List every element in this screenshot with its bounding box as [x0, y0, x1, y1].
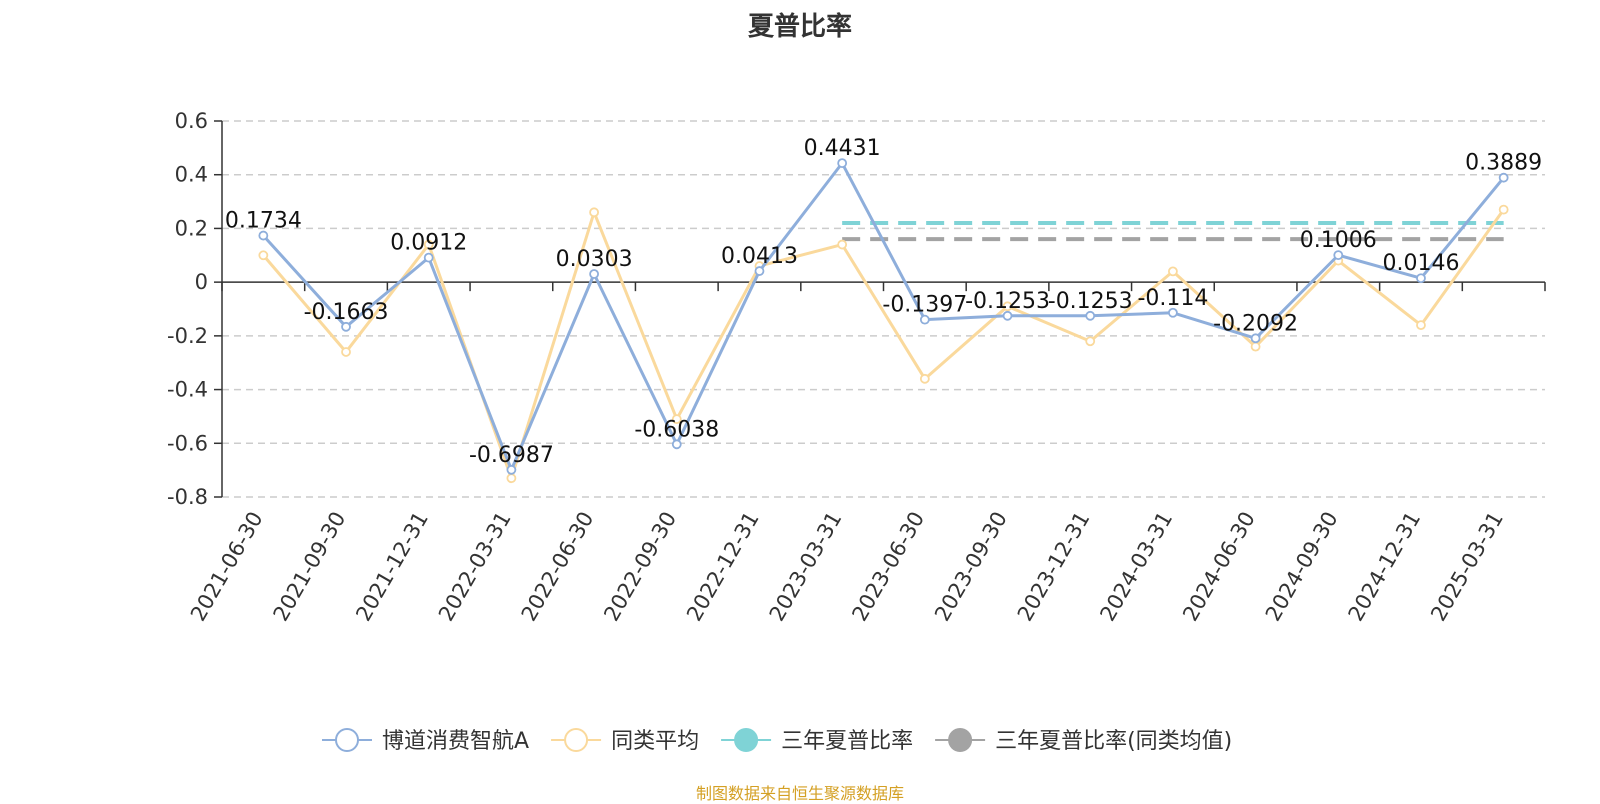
legend-marker-icon [734, 728, 759, 752]
data-label: -0.1397 [882, 293, 967, 318]
y-tick-label: -0.4 [167, 378, 208, 402]
data-point [1002, 301, 1013, 312]
data-label: -0.1253 [1048, 289, 1133, 314]
data-label: 0.1734 [225, 209, 302, 234]
data-point [837, 239, 848, 250]
data-label: 0.4431 [804, 136, 881, 161]
data-label: -0.6038 [634, 417, 719, 442]
x-tick-label: 2022-03-31 [434, 508, 516, 626]
y-tick-label: -0.2 [167, 324, 208, 348]
chart-title: 夏普比率 [747, 12, 852, 42]
data-label: -0.6987 [469, 443, 554, 468]
legend-item: 同类平均 [551, 728, 699, 754]
y-tick-label: 0.2 [175, 216, 208, 240]
data-point [341, 321, 351, 332]
data-point [1498, 204, 1509, 215]
series-line [262, 161, 1505, 472]
data-label: -0.1253 [965, 289, 1050, 314]
legend-label: 三年夏普比率(同类均值) [995, 729, 1232, 754]
legend-label: 博道消费智航A [382, 729, 529, 754]
data-point [1416, 320, 1426, 331]
data-point [423, 239, 434, 250]
legend-item: 三年夏普比率(同类均值) [935, 728, 1232, 754]
data-point [1498, 172, 1509, 183]
data-point [258, 230, 269, 241]
x-tick-label: 2021-12-31 [351, 508, 433, 626]
y-tick-label: 0 [195, 270, 208, 294]
data-label: 0.0413 [721, 244, 798, 269]
x-tick-label: 2022-06-30 [517, 508, 599, 626]
x-tick-label: 2022-12-31 [682, 508, 764, 626]
data-point [589, 269, 599, 279]
data-point [837, 158, 848, 169]
legend-marker-icon [948, 728, 973, 752]
data-label: -0.114 [1137, 286, 1208, 311]
data-point [1416, 273, 1426, 284]
data-point [1333, 250, 1344, 261]
data-label: 0.1006 [1300, 228, 1377, 253]
x-tick-label: 2023-12-31 [1013, 508, 1095, 626]
data-label: 0.0146 [1382, 251, 1459, 276]
x-tick-label: 2023-06-30 [847, 508, 929, 626]
data-point [1168, 266, 1178, 277]
legend-label: 三年夏普比率 [781, 729, 913, 754]
data-point [671, 439, 682, 450]
data-point [506, 464, 517, 475]
x-tick-label: 2024-03-31 [1095, 508, 1177, 626]
legend-marker-icon [335, 728, 359, 752]
y-tick-label: 0.6 [175, 109, 208, 133]
x-tick-label: 2025-03-31 [1426, 508, 1508, 626]
legend-item: 博道消费智航A [322, 728, 529, 754]
data-point [919, 314, 930, 325]
data-point [258, 250, 269, 261]
data-point [1250, 341, 1261, 352]
legend-label: 同类平均 [611, 729, 699, 754]
data-point [1085, 336, 1096, 347]
data-label: 0.0912 [390, 231, 467, 256]
data-point [589, 207, 599, 218]
data-label: 0.3889 [1465, 151, 1542, 176]
data-point [341, 347, 351, 357]
x-tick-label: 2021-06-30 [186, 508, 268, 626]
x-tick-label: 2024-09-30 [1261, 508, 1343, 626]
data-label: 0.0303 [556, 247, 633, 272]
data-point [1168, 307, 1178, 318]
data-point [1250, 333, 1261, 344]
data-point [754, 266, 765, 276]
data-point [1002, 310, 1013, 321]
x-tick-label: 2022-09-30 [599, 508, 681, 626]
x-tick-label: 2024-12-31 [1343, 508, 1425, 626]
data-point [919, 373, 930, 384]
legend-item: 三年夏普比率 [721, 728, 913, 754]
y-tick-label: -0.8 [167, 485, 208, 509]
x-tick-label: 2024-06-30 [1178, 508, 1260, 626]
data-label: -0.2092 [1213, 311, 1298, 336]
data-label: -0.1663 [304, 300, 389, 325]
data-point [1085, 310, 1096, 321]
y-tick-label: -0.6 [167, 431, 208, 455]
data-point [506, 473, 517, 484]
x-tick-label: 2023-03-31 [765, 508, 847, 626]
data-point [423, 252, 434, 263]
y-tick-label: 0.4 [175, 163, 208, 187]
source-note: 制图数据来自恒生聚源数据库 [695, 784, 904, 803]
x-tick-label: 2021-09-30 [269, 508, 351, 626]
x-tick-label: 2023-09-30 [930, 508, 1012, 626]
legend-marker-icon [564, 728, 589, 752]
data-point [671, 414, 682, 425]
